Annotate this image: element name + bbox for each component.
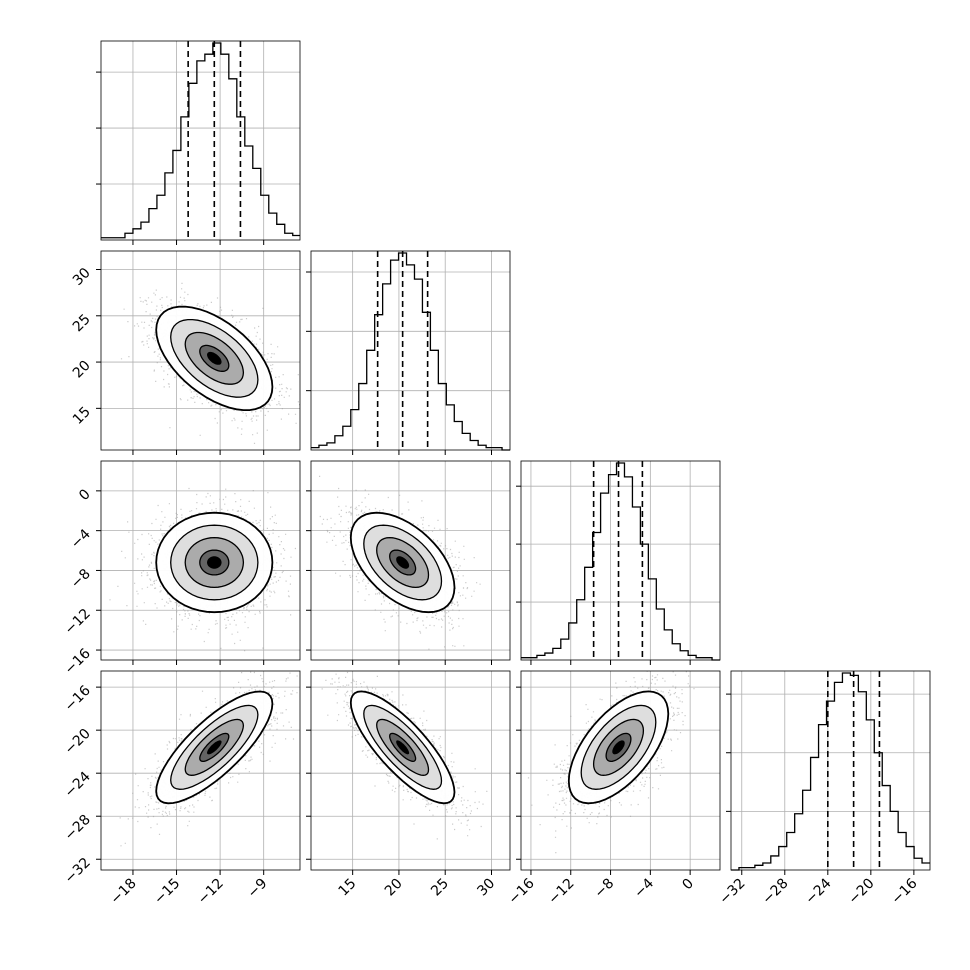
x-tick-label: −9 <box>245 876 271 902</box>
histogram-step <box>311 252 510 451</box>
y-tick-label: 15 <box>70 404 94 428</box>
density-core <box>396 556 410 569</box>
panel-frame <box>310 460 511 661</box>
panel-frame <box>100 670 301 871</box>
panel-frame <box>310 250 511 451</box>
scatter-panel-3-1 <box>310 670 511 871</box>
y-tick-label: 25 <box>70 311 94 335</box>
x-tick-label: −16 <box>888 875 920 907</box>
y-tick-label: 30 <box>70 265 94 289</box>
y-tick-label: 0 <box>76 486 94 504</box>
x-tick-label: −32 <box>716 876 748 908</box>
contour-line <box>349 511 456 614</box>
density-core <box>396 740 410 755</box>
scatter-panel-3-2 <box>520 670 721 871</box>
density-core <box>207 556 222 569</box>
x-tick-label: −24 <box>802 875 834 907</box>
x-tick-label: 20 <box>382 876 406 900</box>
contour-line <box>592 718 645 776</box>
x-tick-label: 0 <box>679 876 697 894</box>
contour-line <box>184 331 245 385</box>
y-tick-label: −28 <box>62 812 94 844</box>
contour-line <box>170 524 259 601</box>
x-tick-label: 25 <box>428 876 452 900</box>
contour-line <box>376 718 430 776</box>
scatter-panel-3-0 <box>100 670 301 871</box>
contour-line <box>155 305 274 411</box>
contour-line <box>580 704 657 790</box>
hist-panel-1 <box>306 250 511 451</box>
hist-panel-2 <box>516 460 721 661</box>
panel-frame <box>730 670 931 871</box>
density-core <box>612 740 625 755</box>
panel-frame <box>100 250 301 451</box>
contour-line <box>199 549 230 576</box>
y-tick-label: −16 <box>62 683 94 715</box>
x-tick-label: −20 <box>845 876 877 908</box>
y-tick-label: 20 <box>70 358 94 382</box>
scatter-panel-2-1 <box>310 460 511 661</box>
contour-line <box>567 690 670 805</box>
x-tick-label: −18 <box>108 876 140 908</box>
contour-line <box>363 524 443 601</box>
x-tick-label: 30 <box>474 876 498 900</box>
contour-line <box>184 718 245 776</box>
histogram-step <box>731 672 930 871</box>
contour-line <box>376 536 430 589</box>
x-tick-label: −28 <box>759 876 791 908</box>
y-tick-label: −4 <box>68 526 94 552</box>
contour-line <box>170 704 259 790</box>
y-tick-label: −8 <box>68 566 94 592</box>
x-tick-label: −16 <box>506 875 538 907</box>
hist-panel-0 <box>96 40 301 241</box>
contour-line <box>155 690 274 805</box>
y-tick-label: −24 <box>62 769 94 801</box>
y-tick-label: −16 <box>62 646 94 678</box>
scatter-panel-2-0 <box>100 460 301 661</box>
x-tick-label: −4 <box>631 875 657 901</box>
y-tick-label: −20 <box>62 726 94 758</box>
panel-frame <box>520 670 721 871</box>
contour-line <box>605 732 632 763</box>
density-core <box>207 351 222 365</box>
x-tick-label: −8 <box>591 876 617 902</box>
x-tick-label: −15 <box>151 876 183 908</box>
panel-frame <box>100 40 301 241</box>
histogram-step <box>101 42 300 239</box>
contour-line <box>199 344 230 372</box>
contour-line <box>389 732 417 763</box>
x-tick-label: −12 <box>195 876 227 908</box>
contour-line <box>389 549 417 576</box>
density-core <box>207 740 222 755</box>
contour-line <box>199 732 230 763</box>
panel-frame <box>520 460 721 661</box>
y-tick-label: −12 <box>62 606 94 638</box>
contour-line <box>184 536 245 589</box>
contour-line <box>155 511 274 614</box>
x-tick-label: −12 <box>545 876 577 908</box>
x-tick-label: 15 <box>336 876 360 900</box>
panel-frame <box>310 670 511 871</box>
contour-line <box>363 704 443 790</box>
scatter-panel-1-0 <box>100 250 301 451</box>
y-tick-label: −32 <box>62 855 94 887</box>
contour-line <box>349 690 456 805</box>
contour-line <box>170 318 259 398</box>
histogram-step <box>521 462 720 661</box>
hist-panel-3 <box>726 670 931 871</box>
panel-frame <box>100 460 301 661</box>
